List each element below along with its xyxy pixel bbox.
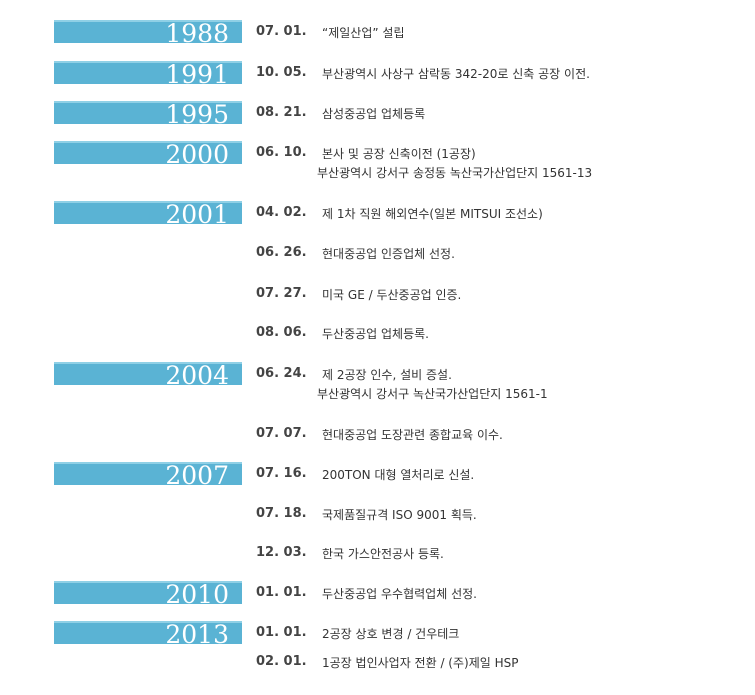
- entry-date: 02. 01.: [256, 654, 307, 669]
- year-label: 2010: [165, 580, 229, 609]
- history-entry: 06. 24. 제 2공장 인수, 설비 증설. 부산광역시 강서구 녹산국가산업단…: [256, 366, 548, 402]
- entry-date: 07. 18.: [256, 506, 307, 521]
- year-bar-1991: 1991: [54, 61, 242, 87]
- history-entry: 12. 03. 한국 가스안전공사 등록.: [256, 545, 444, 562]
- entry-text: 국제품질규격 ISO 9001 획득.: [322, 508, 477, 522]
- history-entry: 10. 05. 부산광역시 사상구 삼락동 342-20로 신축 공장 이전.: [256, 65, 590, 82]
- year-bar-2010: 2010: [54, 581, 242, 607]
- entry-text: 두산중공업 업체등록.: [322, 327, 429, 341]
- entry-text: 현대중공업 도장관련 종합교육 이수.: [322, 428, 503, 442]
- entry-date: 08. 06.: [256, 325, 307, 340]
- entry-text: 현대중공업 인증업체 선정.: [322, 247, 455, 261]
- history-entry: 08. 21. 삼성중공업 업체등록: [256, 105, 425, 122]
- year-bar-2007: 2007: [54, 462, 242, 488]
- year-bar-2004: 2004: [54, 362, 242, 388]
- entry-text: 한국 가스안전공사 등록.: [322, 547, 444, 561]
- history-entry: 06. 10. 본사 및 공장 신축이전 (1공장) 부산광역시 강서구 송정동 녹…: [256, 145, 592, 181]
- year-bar-2001: 2001: [54, 201, 242, 227]
- history-entry: 04. 02. 제 1차 직원 해외연수(일본 MITSUI 조선소): [256, 205, 543, 222]
- entry-text: 본사 및 공장 신축이전 (1공장): [322, 147, 476, 161]
- year-label: 2013: [165, 620, 229, 649]
- entry-date: 06. 10.: [256, 145, 307, 160]
- history-entry: 06. 26. 현대중공업 인증업체 선정.: [256, 245, 455, 262]
- entry-date: 07. 07.: [256, 426, 307, 441]
- entry-date: 06. 24.: [256, 366, 307, 381]
- entry-text: 삼성중공업 업체등록: [322, 107, 426, 121]
- entry-text: “제일산업” 설립: [322, 26, 405, 40]
- entry-text: 1공장 법인사업자 전환 / (주)제일 HSP: [322, 656, 519, 670]
- entry-date: 01. 01.: [256, 585, 307, 600]
- entry-text: 200TON 대형 열처리로 신설.: [322, 468, 475, 482]
- year-label: 1991: [165, 60, 229, 89]
- history-entry: 07. 18. 국제품질규격 ISO 9001 획득.: [256, 506, 477, 523]
- history-entry: 07. 16. 200TON 대형 열처리로 신설.: [256, 466, 474, 483]
- entry-text: 부산광역시 사상구 삼락동 342-20로 신축 공장 이전.: [322, 67, 590, 81]
- entry-date: 07. 27.: [256, 286, 307, 301]
- entry-date: 04. 02.: [256, 205, 307, 220]
- history-entry: 01. 01. 2공장 상호 변경 / 건우테크: [256, 625, 459, 642]
- entry-text: 2공장 상호 변경 / 건우테크: [322, 627, 460, 641]
- history-entry: 07. 01. “제일산업” 설립: [256, 24, 405, 41]
- entry-text: 제 2공장 인수, 설비 증설.: [322, 368, 452, 382]
- year-bar-2013: 2013: [54, 621, 242, 647]
- history-entry: 08. 06. 두산중공업 업체등록.: [256, 325, 429, 342]
- year-label: 1988: [165, 19, 229, 48]
- year-bar-1988: 1988: [54, 20, 242, 46]
- year-bar-1995: 1995: [54, 101, 242, 127]
- history-entry: 07. 07. 현대중공업 도장관련 종합교육 이수.: [256, 426, 503, 443]
- history-entry: 07. 27. 미국 GE / 두산중공업 인증.: [256, 286, 461, 303]
- year-label: 2001: [165, 200, 229, 229]
- entry-date: 10. 05.: [256, 65, 307, 80]
- entry-date: 08. 21.: [256, 105, 307, 120]
- entry-text: 두산중공업 우수협력업체 선정.: [322, 587, 477, 601]
- year-label: 2007: [165, 461, 229, 490]
- year-label: 2000: [165, 140, 229, 169]
- entry-text-address: 부산광역시 강서구 송정동 녹산국가산업단지 1561-13: [317, 166, 593, 180]
- year-label: 1995: [165, 100, 229, 129]
- entry-text: 제 1차 직원 해외연수(일본 MITSUI 조선소): [322, 207, 543, 221]
- entry-date: 12. 03.: [256, 545, 307, 560]
- entry-date: 01. 01.: [256, 625, 307, 640]
- history-entry: 01. 01. 두산중공업 우수협력업체 선정.: [256, 585, 477, 602]
- entry-date: 06. 26.: [256, 245, 307, 260]
- entry-text-address: 부산광역시 강서구 녹산국가산업단지 1561-1: [317, 387, 548, 401]
- entry-text: 미국 GE / 두산중공업 인증.: [322, 288, 462, 302]
- year-label: 2004: [165, 361, 229, 390]
- entry-date: 07. 01.: [256, 24, 307, 39]
- history-entry: 02. 01. 1공장 법인사업자 전환 / (주)제일 HSP: [256, 654, 518, 671]
- year-bar-2000: 2000: [54, 141, 242, 167]
- entry-date: 07. 16.: [256, 466, 307, 481]
